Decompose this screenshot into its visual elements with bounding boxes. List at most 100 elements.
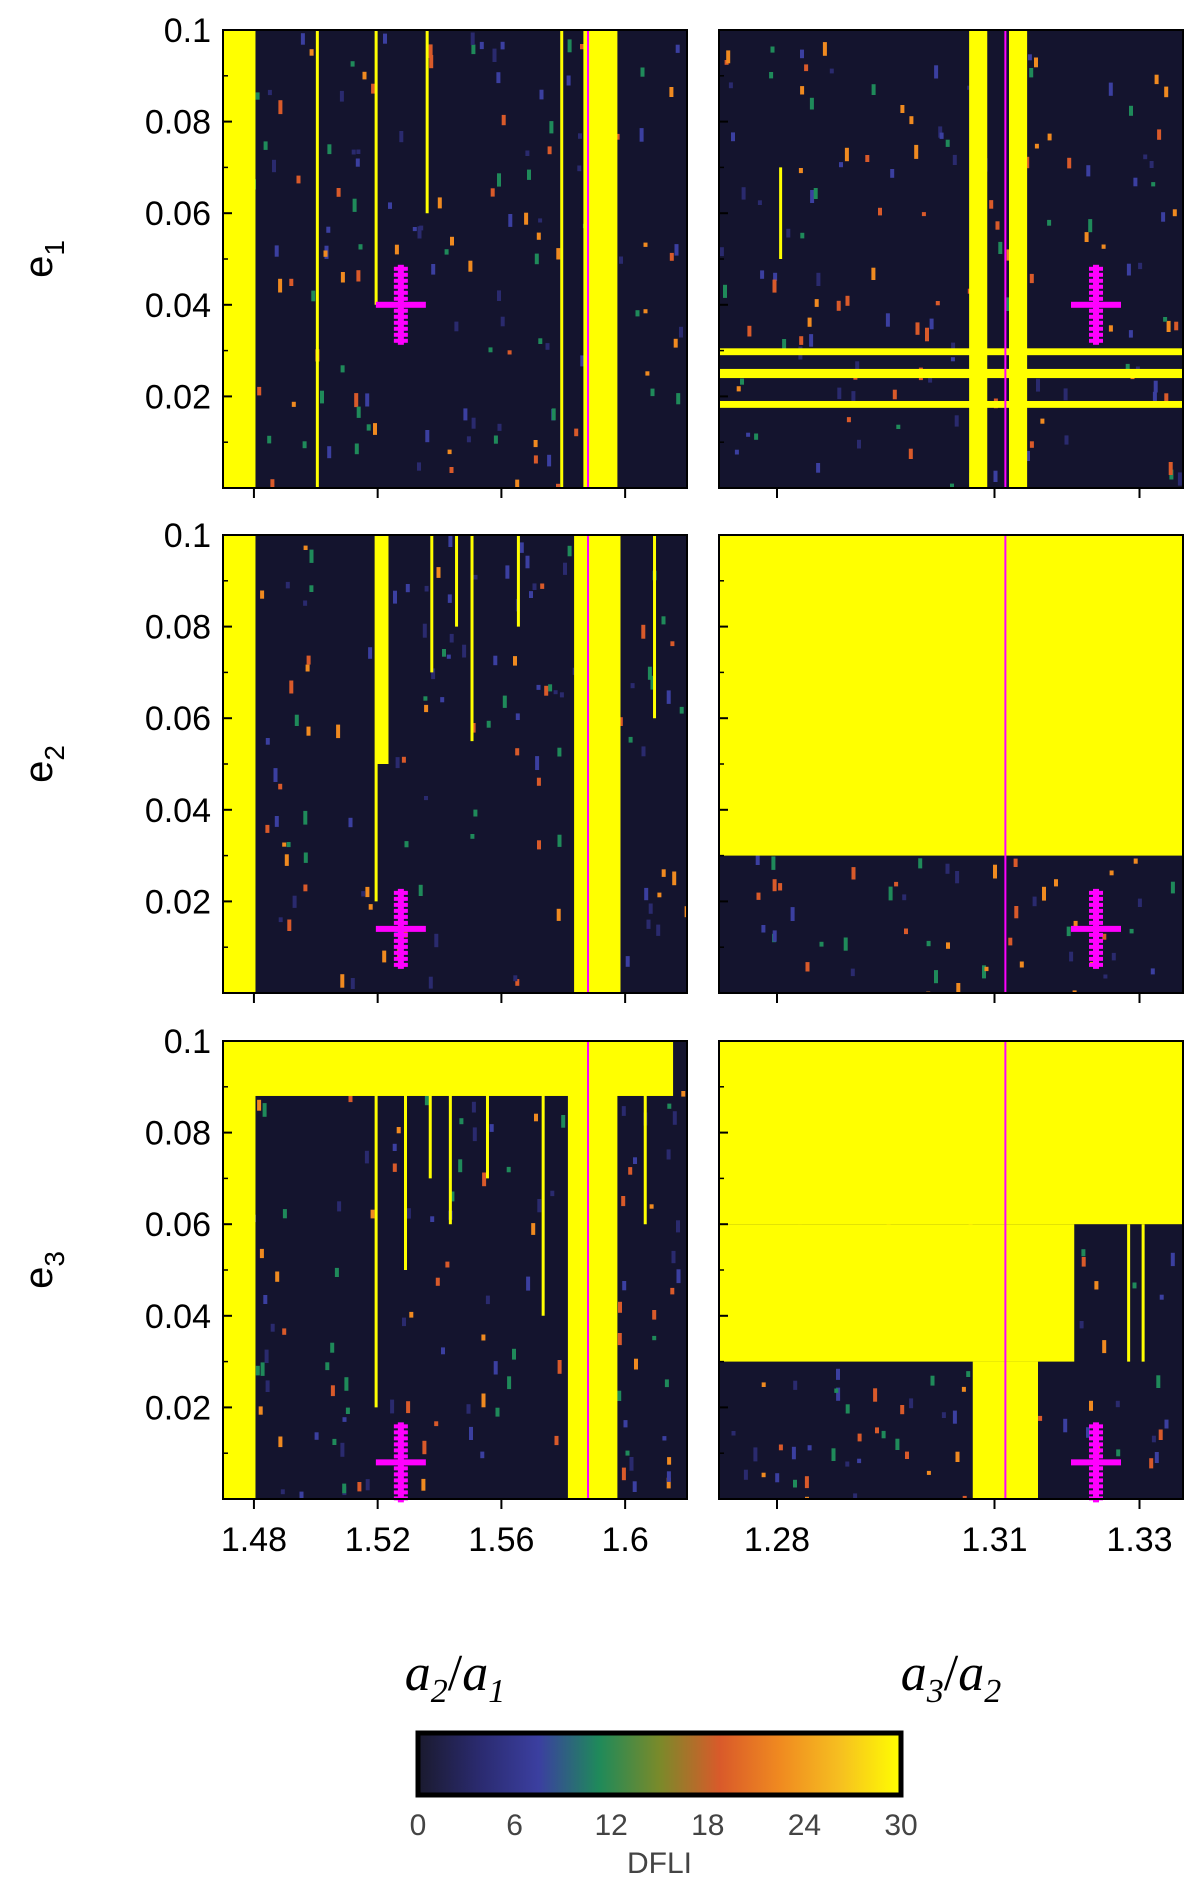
marker-dot [393,926,408,931]
speckle [431,668,436,680]
speckle [430,1216,435,1222]
speckle [471,417,476,429]
speckle [258,1406,263,1415]
speckle [471,1101,476,1113]
speckle [278,783,283,790]
speckle [1027,54,1032,61]
speckle [641,746,646,757]
y-axis-label-e3: e3 [17,1251,70,1289]
speckle [892,389,897,400]
speckle [428,976,433,989]
panel-r1-c2 [718,29,1184,498]
speckle [871,267,876,280]
speckle [1151,1435,1156,1443]
speckle [930,1375,935,1386]
speckle [383,33,387,44]
speckle [485,1295,490,1305]
speckle [534,1113,538,1122]
marker-dot [1089,914,1103,919]
speckle [1151,182,1156,187]
speckle [551,408,556,421]
marker-dot [1089,1430,1103,1435]
speckle [1006,297,1011,311]
speckle [836,300,841,311]
speckle [1164,86,1169,98]
speckle [501,114,506,126]
marker-dot [1089,302,1103,307]
speckle [1036,378,1040,392]
speckle [449,467,454,473]
speckle [368,647,373,659]
marker-dot [393,308,408,313]
speckle [873,1388,878,1402]
y-axis-label-e1: e1 [17,240,70,278]
speckle [580,44,584,50]
y-tick-label: 0.04 [145,792,211,830]
speckle [421,1478,426,1491]
speckle [1094,1281,1099,1290]
speckle [672,1111,677,1125]
speckle [563,562,567,575]
speckle [260,1362,265,1376]
speckle [900,105,905,113]
marker-dot [393,1466,408,1471]
speckle [778,883,783,891]
speckle [679,326,683,338]
speckle [260,590,265,599]
speckle [361,891,366,897]
x-axis-title-part: a [405,1645,431,1702]
speckle [875,1427,879,1434]
planet-marker [1071,888,1121,969]
speckle [263,141,268,150]
speckle [649,1204,654,1209]
speckle [1079,1321,1084,1329]
planet-marker [375,264,426,345]
marker-dot [1089,1472,1103,1477]
speckle [800,232,805,239]
speckle [669,87,674,97]
x-axis-title-part: 2 [984,1673,1001,1710]
speckle [336,188,341,197]
speckle [756,892,761,900]
speckle [531,1223,536,1235]
speckle [481,1393,486,1408]
speckle [323,250,328,257]
speckle [567,39,572,53]
speckle [1072,990,1077,993]
speckle [839,162,843,168]
speckle [1143,154,1148,160]
speckle [757,200,762,205]
speckle [800,49,804,59]
speckle [305,664,310,672]
speckle [1126,263,1131,276]
speckle [955,871,960,884]
speckle [641,624,646,639]
speckle [800,86,805,95]
speckle [723,284,727,298]
speckle [855,361,860,375]
speckle [881,1430,886,1439]
marker-dot [1089,320,1103,325]
speckle [553,690,558,695]
speckle [263,1295,268,1304]
speckle [871,84,876,95]
speckle [625,956,630,967]
speckle [495,1407,500,1417]
speckle [332,1438,337,1445]
marker-dot [393,950,408,955]
speckle [340,974,345,988]
speckle [424,704,429,713]
speckle [513,656,517,666]
speckle [743,1469,748,1480]
speckle [807,317,812,327]
speckle [442,649,446,657]
speckle [1084,232,1089,242]
speckle [325,1362,330,1371]
chaotic-region [719,1224,1075,1362]
speckle [424,1094,429,1106]
speckle [628,736,633,743]
speckle [336,724,341,739]
speckle [632,1481,637,1492]
y-tick-label: 0.06 [145,1206,211,1244]
marker-dot [1089,902,1103,907]
